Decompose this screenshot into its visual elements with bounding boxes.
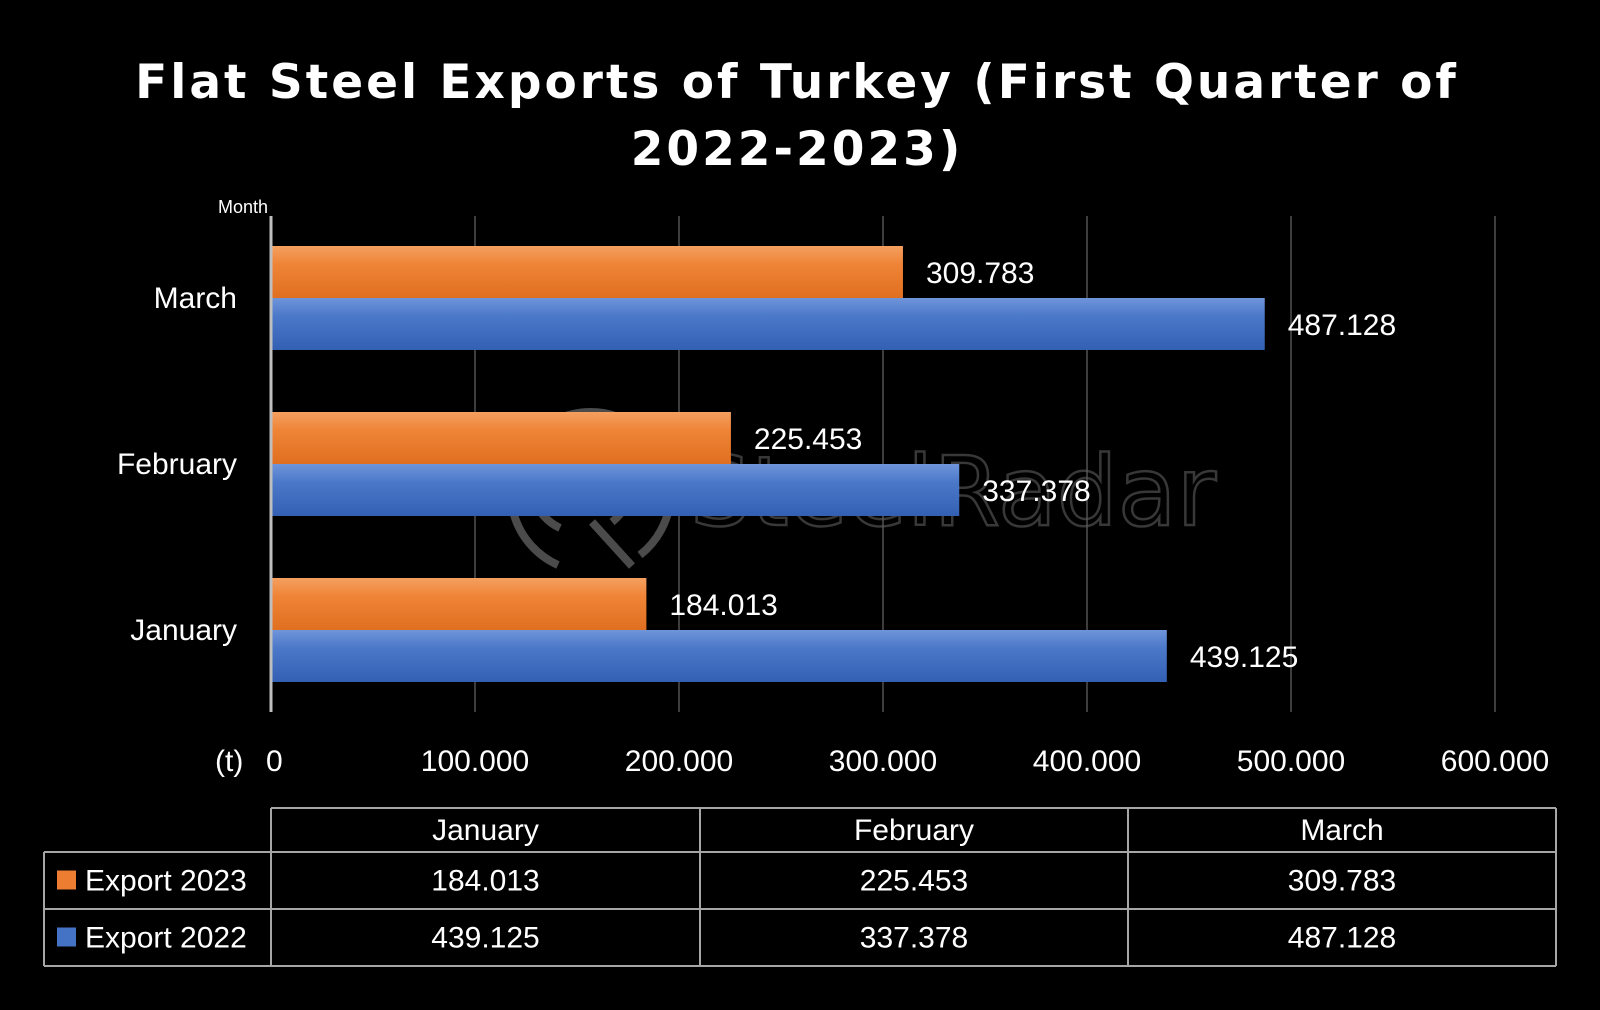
- data-label-export-2023-february: 225.453: [754, 423, 862, 456]
- x-tick-label: 100.000: [421, 745, 529, 778]
- category-labels: January February March: [117, 282, 237, 647]
- bar-export-2023-march: [271, 246, 903, 298]
- data-label-export-2022-january: 439.125: [1190, 641, 1298, 674]
- data-label-export-2022-february: 337.378: [982, 475, 1090, 508]
- table-cell: 184.013: [431, 865, 539, 898]
- bar-export-2023-january: [271, 578, 647, 630]
- table-header-january: January: [432, 814, 539, 847]
- data-table: January February March Export 2023 184.013 22…: [43, 807, 1557, 967]
- table-cell: 337.378: [860, 922, 968, 955]
- category-label-february: February: [117, 448, 237, 481]
- table-header-february: February: [854, 814, 974, 847]
- data-label-export-2023-january: 184.013: [669, 589, 777, 622]
- bar-export-2023-february: [271, 412, 731, 464]
- bar-export-2022-february: [271, 464, 960, 516]
- category-label-march: March: [154, 282, 237, 315]
- x-tick-label: 400.000: [1033, 745, 1141, 778]
- chart-title-line-1: Flat Steel Exports of Turkey (First Quar…: [135, 55, 1459, 110]
- x-tick-label: 300.000: [829, 745, 937, 778]
- table-header-march: March: [1300, 814, 1383, 847]
- x-tick-label: 200.000: [625, 745, 733, 778]
- x-tick-label: 600.000: [1441, 745, 1549, 778]
- bar-export-2022-march: [271, 298, 1265, 350]
- bars: 184.013 439.125 225.453 337.378 309.783 487.1…: [271, 246, 1396, 682]
- table-series-name: Export 2023: [85, 865, 247, 898]
- legend-key-export-2022: [57, 927, 76, 947]
- bar-export-2022-january: [271, 630, 1167, 682]
- table-cell: 439.125: [431, 922, 539, 955]
- data-label-export-2023-march: 309.783: [926, 257, 1034, 290]
- watermark-radar: Radar: [933, 436, 1216, 548]
- legend-key-export-2023: [57, 870, 76, 890]
- x-axis-unit: (t): [215, 745, 243, 778]
- data-label-export-2022-march: 487.128: [1288, 309, 1396, 342]
- chart-title-line-2: 2022-2023): [631, 122, 964, 177]
- table-series-name: Export 2022: [85, 922, 247, 955]
- x-tick-label: 0: [266, 745, 283, 778]
- table-cell: 225.453: [860, 865, 968, 898]
- y-axis-title: Month: [218, 197, 268, 217]
- table-cell: 487.128: [1288, 922, 1396, 955]
- table-cell: 309.783: [1288, 865, 1396, 898]
- category-label-january: January: [130, 614, 237, 647]
- x-tick-labels: 0 100.000 200.000 300.000 400.000 500.000 600.…: [266, 745, 1549, 778]
- x-tick-label: 500.000: [1237, 745, 1345, 778]
